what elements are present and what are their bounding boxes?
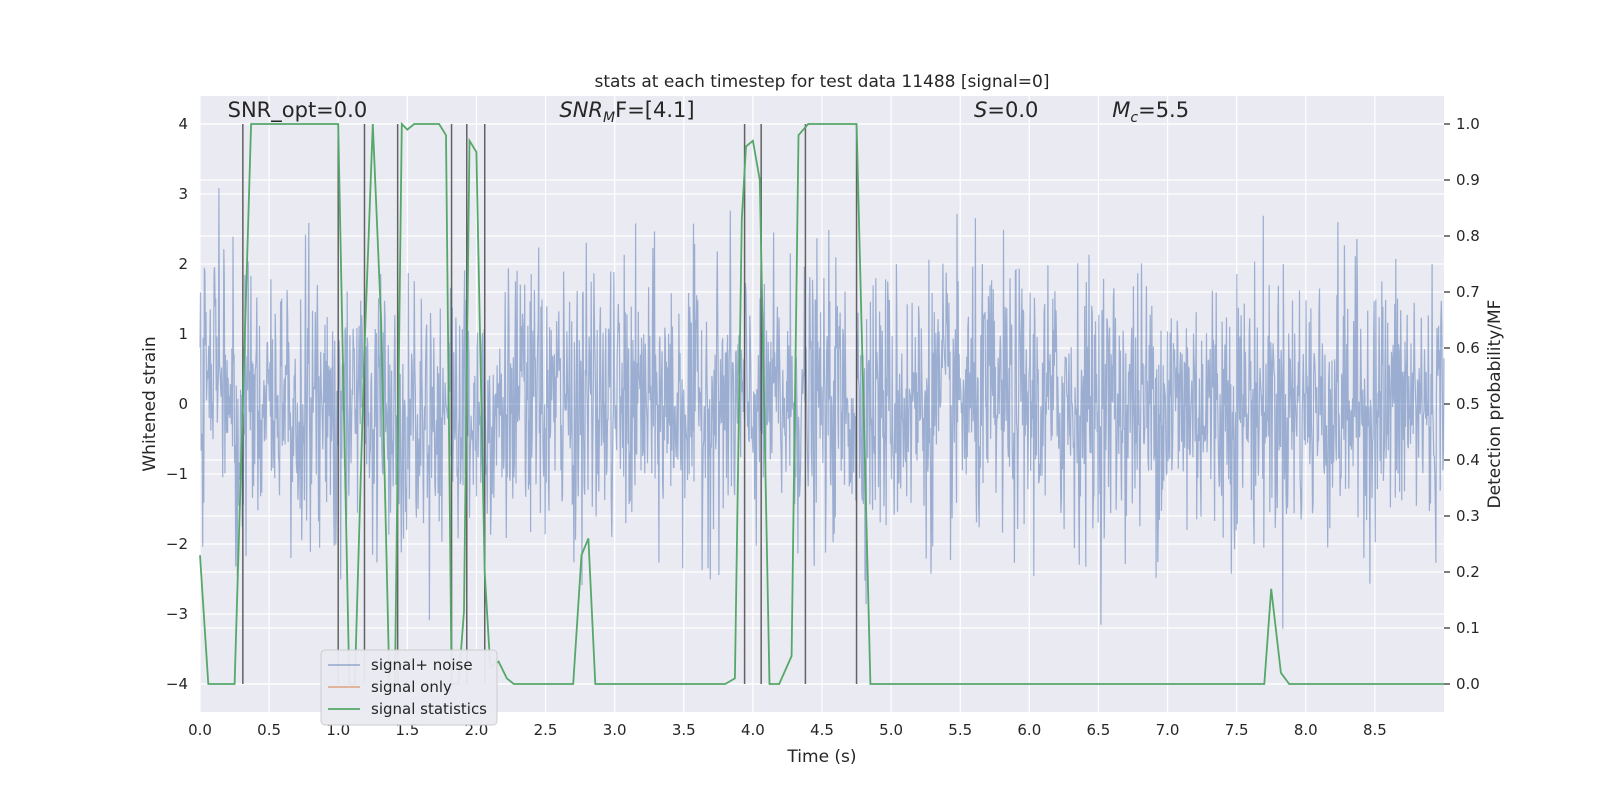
y2-tick-label: 0.3	[1456, 507, 1480, 525]
y2-tick-label: 0.8	[1456, 227, 1480, 245]
x-tick-label: 5.5	[948, 721, 972, 739]
chart-title: stats at each timestep for test data 114…	[595, 72, 1050, 92]
annotation-text: Mc=5.5	[1112, 98, 1189, 126]
y2-tick-label: 1.0	[1456, 115, 1480, 133]
noise-line	[199, 188, 1445, 629]
annotation-text: S=0.0	[974, 98, 1038, 122]
annotation-text: SNR_opt=0.0	[228, 98, 368, 123]
y2-tick-label: 0.4	[1456, 451, 1480, 469]
x-tick-label: 8.5	[1363, 721, 1387, 739]
statistics-series	[199, 121, 1444, 685]
y-tick-label: −4	[166, 675, 188, 693]
y2-tick-label: 0.5	[1456, 395, 1480, 413]
y2-tick-label: 0.9	[1456, 171, 1480, 189]
y2-tick-label: 0.1	[1456, 619, 1480, 637]
y2-tick-label: 0.7	[1456, 283, 1480, 301]
y-ticks: −4 −3 −2 −1 0 1 2 3 4	[166, 115, 188, 693]
legend: signal+ noise signal only signal statist…	[320, 649, 498, 726]
x-tick-label: 7.0	[1156, 721, 1180, 739]
x-tick-label: 3.0	[603, 721, 627, 739]
y2-axis-label: Detection probability/MF	[1485, 300, 1505, 509]
legend-label-signal: signal only	[371, 678, 452, 696]
x-axis-label: Time (s)	[786, 747, 856, 767]
x-tick-label: 6.0	[1017, 721, 1041, 739]
y2-tick-label: 0.2	[1456, 563, 1480, 581]
x-tick-label: 5.0	[879, 721, 903, 739]
x-ticks: 0.0 0.5 1.0 1.5 2.0 2.5 3.0 3.5 4.0 4.5 5.0 5.5 6.0 6…	[188, 721, 1387, 739]
y-tick-label: 1	[178, 325, 188, 343]
y-tick-label: −1	[166, 465, 188, 483]
x-tick-label: 7.5	[1225, 721, 1249, 739]
y-tick-label: 3	[178, 185, 188, 203]
x-tick-label: 2.5	[534, 721, 558, 739]
x-tick-label: 4.0	[741, 721, 765, 739]
y-tick-label: 0	[178, 395, 188, 413]
x-tick-label: 0.5	[257, 721, 281, 739]
annotation-text: SNRMF=[4.1]	[559, 98, 694, 126]
y-axis-label: Whitened strain	[140, 336, 160, 471]
y-tick-label: 4	[178, 115, 188, 133]
x-tick-label: 0.0	[188, 721, 212, 739]
y-tick-label: 2	[178, 255, 188, 273]
x-tick-label: 6.5	[1087, 721, 1111, 739]
annotations: SNR_opt=0.0 SNRMF=[4.1] S=0.0 Mc=5.5	[228, 98, 1189, 126]
y2-tick-label: 0.6	[1456, 339, 1480, 357]
x-tick-label: 8.0	[1294, 721, 1318, 739]
y-tick-label: −2	[166, 535, 188, 553]
y2-tick-label: 0.0	[1456, 675, 1480, 693]
legend-label-statistics: signal statistics	[371, 700, 487, 718]
legend-label-noise: signal+ noise	[371, 656, 473, 674]
noise-series	[199, 188, 1445, 629]
x-tick-label: 3.5	[672, 721, 696, 739]
y-tick-label: −3	[166, 605, 188, 623]
legend-box	[320, 649, 498, 726]
x-tick-label: 4.5	[810, 721, 834, 739]
statistics-line	[199, 121, 1444, 685]
y2-ticks: 0.0 0.1 0.2 0.3 0.4 0.5 0.6 0.7 0.8 0.9 1.0	[1444, 115, 1480, 693]
